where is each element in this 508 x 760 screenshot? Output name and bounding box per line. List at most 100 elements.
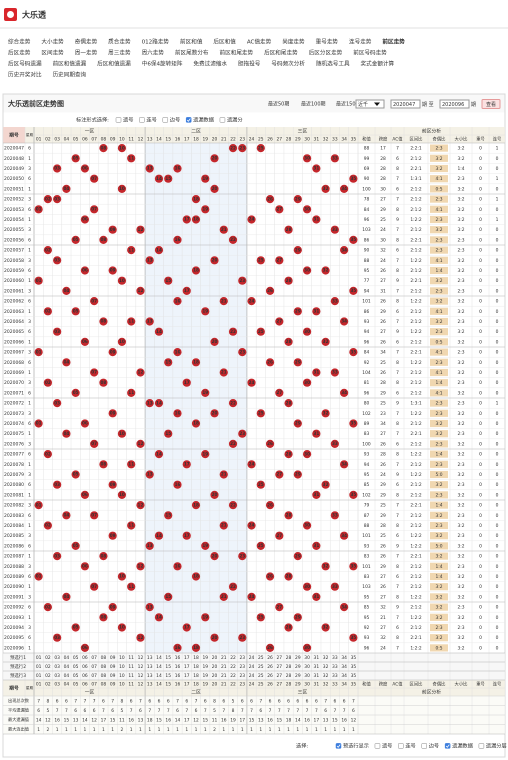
stat-cell: 2:1:2 — [410, 156, 422, 162]
nav-link[interactable]: 前区尾数分布 — [175, 49, 209, 57]
checkbox[interactable] — [115, 117, 122, 123]
nav-link[interactable]: 胆拖投号 — [238, 60, 261, 68]
checkbox-label[interactable]: 遗漏分层 — [486, 742, 507, 750]
nav-link[interactable]: 随机选号工具 — [316, 60, 350, 68]
nav-link[interactable]: 后区分区走势 — [309, 49, 343, 57]
nav-link[interactable]: 后区走势 — [8, 49, 31, 57]
summary-value: 6 — [222, 698, 225, 704]
number-header: 19 — [202, 682, 208, 688]
checkbox-label[interactable]: 连号 — [405, 742, 415, 750]
nav-link[interactable]: 尚度走势 — [282, 38, 305, 46]
checkbox-label[interactable]: 边号 — [170, 116, 180, 124]
nav-link[interactable]: 周三走势 — [108, 49, 131, 57]
nav-link[interactable]: 质合走势 — [108, 38, 131, 46]
week-cell: 3 — [28, 227, 31, 233]
checkbox[interactable] — [162, 117, 169, 123]
nav-link[interactable]: AC值走势 — [247, 38, 272, 46]
checkbox[interactable] — [139, 117, 145, 123]
checkbox[interactable] — [398, 743, 404, 749]
checkbox-label[interactable]: 连号 — [146, 116, 156, 124]
nav-link[interactable]: 后区和尾走势 — [264, 49, 298, 57]
nav-link[interactable]: 后区号码遗漏 — [8, 60, 42, 68]
nav-link[interactable]: 前区和值遗漏 — [53, 60, 87, 68]
ball-number: 26 — [267, 288, 273, 293]
number-header: 15 — [165, 682, 171, 688]
nav-link[interactable]: 前区和值 — [180, 38, 203, 46]
preselect-number: 27 — [277, 655, 283, 661]
ball-number: 18 — [193, 502, 199, 507]
stat-cell: 95 — [364, 268, 370, 274]
nav-link[interactable]: 历史开奖对比 — [8, 71, 42, 79]
preselect-number: 29 — [295, 664, 301, 670]
nav-link[interactable]: 前区和尾走势 — [220, 49, 254, 57]
stat-cell: 92 — [364, 625, 370, 631]
stat-cell: 0 — [496, 411, 499, 417]
ball-number: 17 — [184, 217, 190, 222]
checkbox[interactable] — [421, 743, 427, 749]
checkbox[interactable] — [374, 743, 381, 749]
nav-link[interactable]: 中6保4旋转矩阵 — [142, 60, 183, 68]
nav-link[interactable]: 区间走势 — [41, 49, 64, 57]
checkbox-label[interactable]: 遗漏数据 — [452, 742, 473, 750]
issue-cell: 2020068 — [4, 360, 24, 366]
ball — [238, 552, 247, 561]
nav-link[interactable]: 免费过滤缩水 — [193, 60, 227, 68]
nav-link[interactable]: 前区号码走势 — [353, 49, 387, 57]
view-button-label[interactable]: 查看 — [486, 101, 496, 108]
nav-link[interactable]: 后区和值 — [213, 38, 236, 46]
summary-value: 1 — [324, 727, 327, 733]
nav-link[interactable]: 012路走势 — [142, 38, 170, 46]
ball-number: 31 — [313, 217, 319, 222]
ball — [256, 144, 265, 153]
nav-link[interactable]: 周六走势 — [142, 49, 165, 57]
checkbox-label[interactable]: 遗漏数据 — [193, 116, 214, 124]
range-link[interactable]: 最近100期 — [301, 101, 326, 108]
nav-link[interactable]: 周一走势 — [75, 49, 98, 57]
week-cell: 1 — [28, 248, 31, 254]
checkbox-label[interactable]: 遗漏分 — [227, 116, 243, 124]
checkbox-label[interactable]: 预选行显示 — [343, 742, 369, 750]
nav-link[interactable]: 连号走势 — [349, 38, 372, 46]
nav-link[interactable]: 奇偶走势 — [75, 38, 98, 46]
ball-number: 09 — [110, 268, 116, 273]
ball — [62, 511, 71, 520]
checkbox[interactable] — [335, 743, 342, 749]
nav-link[interactable]: 号码频次分析 — [271, 60, 305, 68]
to-input[interactable] — [439, 99, 470, 109]
nav-link[interactable]: 综合走势 — [8, 38, 31, 46]
from-input[interactable] — [390, 99, 421, 109]
nav-link[interactable]: 前区走势 — [382, 38, 405, 46]
stat-cell: 2:3 — [457, 319, 464, 325]
range-link[interactable]: 最近50期 — [268, 101, 289, 108]
checkbox[interactable] — [185, 117, 192, 123]
ball-number: 32 — [323, 339, 329, 344]
nav-link[interactable]: 奖式金额计算 — [361, 60, 395, 68]
week-cell: 1 — [28, 309, 31, 315]
nav-link[interactable]: 重号走势 — [316, 38, 339, 46]
preselect-number: 05 — [73, 655, 79, 661]
checkbox[interactable] — [219, 117, 226, 123]
view-button[interactable] — [481, 99, 501, 109]
checkbox[interactable] — [478, 743, 485, 749]
stat-cell: 7 — [396, 288, 399, 294]
checkbox-label[interactable]: 遗号 — [382, 742, 392, 750]
stat-cell: 29 — [380, 207, 386, 213]
stat-cell: 26 — [380, 339, 386, 345]
checkbox-label[interactable]: 遗号 — [123, 116, 133, 124]
ball-number: 30 — [304, 207, 310, 212]
checkbox[interactable] — [444, 743, 451, 749]
week-cell: 3 — [28, 166, 31, 172]
nav-link[interactable]: 历史同期查询 — [53, 71, 87, 79]
stat-cell: 34 — [380, 421, 386, 427]
stat-cell: 0 — [479, 227, 482, 233]
number-header: 08 — [101, 137, 107, 143]
nav-link[interactable]: 大小走势 — [41, 38, 64, 46]
week-cell: 1 — [28, 554, 31, 560]
summary-value: 1 — [343, 727, 346, 733]
nav-link[interactable]: 后区和值遗漏 — [97, 60, 131, 68]
range-link[interactable]: 最近150期 — [336, 101, 361, 108]
select-box[interactable] — [355, 99, 385, 109]
checkbox-label[interactable]: 边号 — [429, 742, 439, 750]
issue-cell: 2020055 — [4, 227, 24, 233]
